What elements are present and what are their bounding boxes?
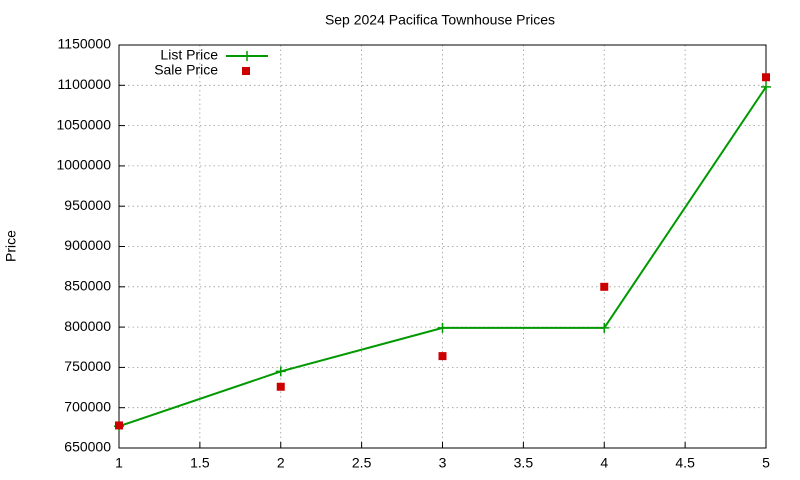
x-tick-label: 1 [115,455,123,471]
y-tick-label: 1000000 [56,157,111,173]
y-tick-label: 1050000 [56,116,111,132]
point-marker [275,366,286,377]
x-tick-label: 1.5 [190,455,210,471]
point-marker [438,352,447,361]
y-tick-label: 650000 [64,439,111,455]
x-tick-label: 4.5 [675,455,695,471]
y-axis-label: Price [3,230,19,262]
x-tick-label: 3 [439,455,447,471]
point-marker [600,282,609,291]
x-tick-label: 2.5 [352,455,372,471]
plot-frame [118,44,767,449]
y-tick-label: 1150000 [58,36,112,52]
point-marker [437,322,448,333]
point-marker [115,421,123,430]
x-tick-label: 2 [277,455,285,471]
x-tick-label: 3.5 [514,455,534,471]
y-tick-label: 750000 [64,358,111,374]
point-marker [761,81,771,92]
y-tick-label: 800000 [64,318,111,334]
y-tick-label: 950000 [64,197,111,213]
y-tick-label: 700000 [64,398,111,414]
legend-marker [242,51,252,61]
chart-title: Sep 2024 Pacifica Townhouse Prices [325,12,555,28]
point-marker [276,382,285,391]
y-tick-label: 900000 [64,237,111,253]
point-marker [599,322,610,333]
x-tick-label: 5 [762,455,770,471]
x-tick-label: 4 [600,455,608,471]
legend-label: List Price [160,47,218,63]
legend-label: Sale Price [154,62,218,78]
y-tick-label: 1100000 [58,76,112,92]
point-marker [762,73,770,82]
y-tick-label: 850000 [64,278,111,294]
legend-marker [242,67,250,75]
